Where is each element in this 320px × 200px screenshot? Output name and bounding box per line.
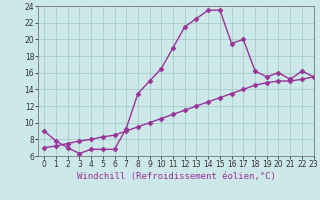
X-axis label: Windchill (Refroidissement éolien,°C): Windchill (Refroidissement éolien,°C) <box>76 172 276 181</box>
